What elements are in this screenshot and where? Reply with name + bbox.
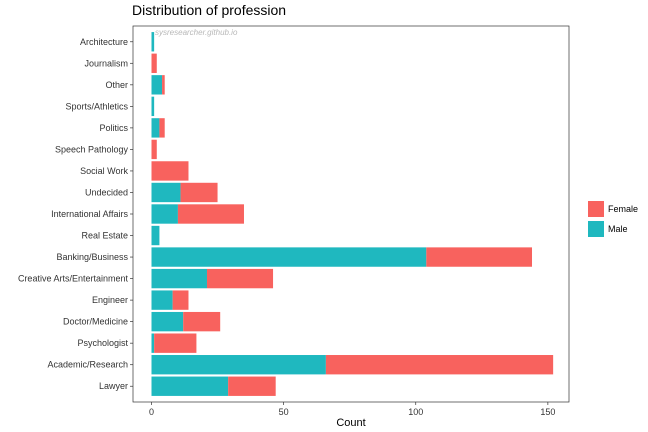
bar-male-11 — [151, 268, 207, 289]
y-tick-label: Social Work — [80, 166, 128, 176]
y-tick-label: Creative Arts/Entertainment — [18, 274, 129, 284]
bar-female-11 — [206, 268, 274, 289]
bars-layer — [151, 32, 554, 396]
y-tick-label: Academic/Research — [47, 360, 128, 370]
x-tick-label: 0 — [149, 407, 154, 417]
bar-female-4 — [159, 118, 165, 138]
bar-female-8 — [177, 204, 244, 224]
y-tick-label: International Affairs — [51, 209, 128, 219]
y-tick-label: Architecture — [80, 37, 128, 47]
y-tick-label: Sports/Athletics — [65, 101, 128, 111]
x-axis: 0 50 100 150 — [149, 402, 555, 417]
y-tick-label: Politics — [99, 123, 128, 133]
y-tick-label: Undecided — [85, 187, 128, 197]
bar-male-7 — [151, 182, 181, 203]
bar-male-13 — [151, 311, 184, 332]
bar-male-3 — [151, 96, 155, 117]
watermark: sysresearcher.github.io — [155, 28, 238, 37]
legend: Female Male — [588, 201, 638, 237]
bar-female-2 — [162, 75, 165, 95]
y-tick-label: Speech Pathology — [55, 144, 129, 154]
bar-male-10 — [151, 247, 427, 267]
bar-female-15 — [325, 355, 554, 375]
bar-male-12 — [151, 290, 173, 310]
bar-male-15 — [151, 355, 326, 375]
bar-male-16 — [151, 376, 229, 396]
bar-female-7 — [180, 182, 218, 203]
bar-female-10 — [426, 247, 533, 267]
bar-female-12 — [172, 290, 189, 310]
bar-male-14 — [151, 333, 155, 353]
x-axis-title: Count — [336, 417, 365, 429]
bar-male-2 — [151, 75, 163, 95]
y-tick-label: Journalism — [84, 58, 128, 68]
y-tick-label: Doctor/Medicine — [63, 317, 128, 327]
bar-male-4 — [151, 118, 160, 138]
bar-female-1 — [151, 53, 157, 73]
bar-female-13 — [183, 311, 221, 332]
x-tick-label: 150 — [540, 407, 555, 417]
x-tick-label: 50 — [279, 407, 289, 417]
y-axis: Architecture Journalism Other Sports/Athlet… — [18, 37, 133, 391]
y-tick-label: Real Estate — [81, 231, 128, 241]
y-tick-label: Psychologist — [77, 338, 128, 348]
bar-female-5 — [151, 139, 157, 160]
legend-key-male — [588, 221, 604, 237]
legend-label-male: Male — [608, 224, 628, 234]
bar-male-9 — [151, 225, 160, 246]
chart-title: Distribution of profession — [132, 2, 286, 18]
bar-male-8 — [151, 204, 178, 224]
bar-female-16 — [228, 376, 276, 396]
y-tick-label: Banking/Business — [56, 252, 128, 262]
bar-female-6 — [151, 161, 189, 181]
legend-key-female — [588, 201, 604, 217]
y-tick-label: Engineer — [92, 295, 128, 305]
y-tick-label: Lawyer — [99, 381, 128, 391]
y-tick-label: Other — [105, 80, 128, 90]
bar-male-0 — [151, 32, 155, 52]
bar-female-14 — [154, 333, 197, 353]
legend-label-female: Female — [608, 204, 638, 214]
x-tick-label: 100 — [408, 407, 423, 417]
